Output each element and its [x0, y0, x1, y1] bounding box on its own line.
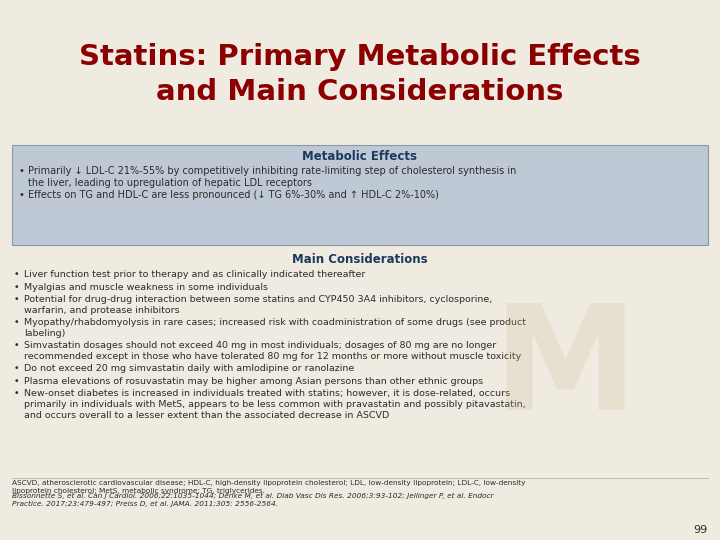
- Text: 99: 99: [694, 525, 708, 535]
- Text: Statins: Primary Metabolic Effects: Statins: Primary Metabolic Effects: [79, 43, 641, 71]
- Text: Primarily ↓ LDL-C 21%-55% by competitively inhibiting rate-limiting step of chol: Primarily ↓ LDL-C 21%-55% by competitive…: [28, 166, 516, 188]
- Text: •: •: [18, 166, 24, 176]
- Text: •: •: [14, 318, 19, 327]
- Text: Myopathy/rhabdomyolysis in rare cases; increased risk with coadministration of s: Myopathy/rhabdomyolysis in rare cases; i…: [24, 318, 526, 338]
- Text: Plasma elevations of rosuvastatin may be higher among Asian persons than other e: Plasma elevations of rosuvastatin may be…: [24, 376, 483, 386]
- Text: •: •: [18, 190, 24, 200]
- Text: Liver function test prior to therapy and as clinically indicated thereafter: Liver function test prior to therapy and…: [24, 270, 365, 279]
- Text: •: •: [14, 295, 19, 304]
- Text: Potential for drug-drug interaction between some statins and CYP450 3A4 inhibito: Potential for drug-drug interaction betw…: [24, 295, 492, 315]
- Text: •: •: [14, 282, 19, 292]
- Text: ASCVD, atherosclerotic cardiovascular disease; HDL-C, high-density lipoprotein c: ASCVD, atherosclerotic cardiovascular di…: [12, 480, 526, 494]
- FancyBboxPatch shape: [12, 145, 708, 245]
- Text: •: •: [14, 270, 19, 279]
- Text: Myalgias and muscle weakness in some individuals: Myalgias and muscle weakness in some ind…: [24, 282, 268, 292]
- Text: •: •: [14, 364, 19, 373]
- Text: M: M: [492, 300, 638, 441]
- Text: Effects on TG and HDL-C are less pronounced (↓ TG 6%-30% and ↑ HDL-C 2%-10%): Effects on TG and HDL-C are less pronoun…: [28, 190, 439, 200]
- Text: Do not exceed 20 mg simvastatin daily with amlodipine or ranolazine: Do not exceed 20 mg simvastatin daily wi…: [24, 364, 354, 373]
- Text: •: •: [14, 389, 19, 398]
- Text: and Main Considerations: and Main Considerations: [156, 78, 564, 106]
- Text: Metabolic Effects: Metabolic Effects: [302, 150, 418, 163]
- Text: Bissonnette S, et al. Can J Cardiol. 2006;22:1035-1044; Denke M, et al. Diab Vas: Bissonnette S, et al. Can J Cardiol. 200…: [12, 493, 493, 507]
- Text: New-onset diabetes is increased in individuals treated with statins; however, it: New-onset diabetes is increased in indiv…: [24, 389, 526, 420]
- Text: •: •: [14, 376, 19, 386]
- Text: Simvastatin dosages should not exceed 40 mg in most individuals; dosages of 80 m: Simvastatin dosages should not exceed 40…: [24, 341, 521, 361]
- Text: Main Considerations: Main Considerations: [292, 253, 428, 266]
- Text: •: •: [14, 341, 19, 350]
